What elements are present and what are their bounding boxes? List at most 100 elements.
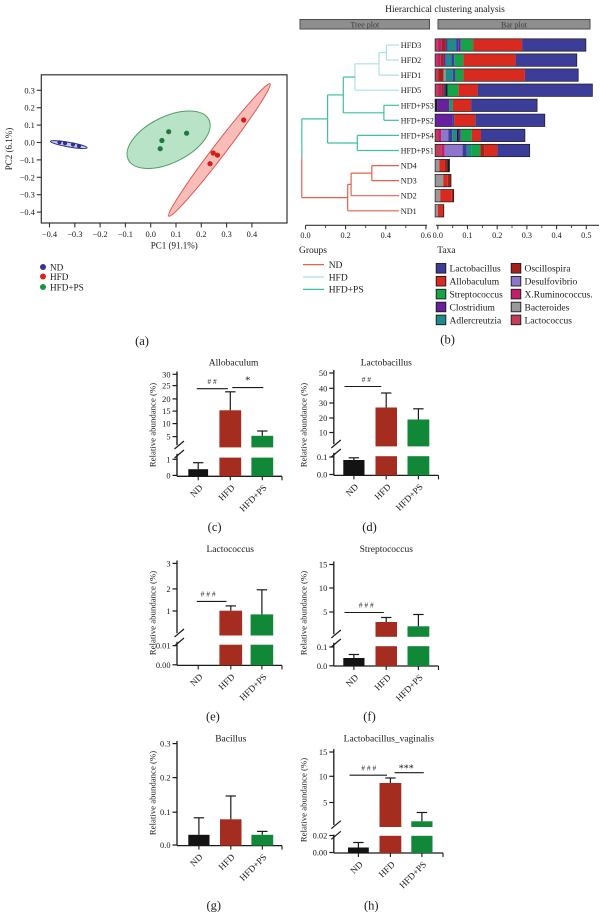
svg-text:(d): (d)	[362, 520, 377, 534]
svg-text:Relative abundance (%): Relative abundance (%)	[148, 751, 158, 836]
svg-text:0.3: 0.3	[160, 740, 170, 749]
svg-text:0.1: 0.1	[317, 643, 327, 652]
svg-text:0.4: 0.4	[247, 230, 258, 239]
svg-text:Desulfovibrio: Desulfovibrio	[525, 277, 578, 288]
svg-text:ND4: ND4	[401, 162, 417, 171]
svg-text:HFD+PS3: HFD+PS3	[401, 101, 434, 110]
svg-text:Relative abundance (%): Relative abundance (%)	[299, 571, 309, 656]
svg-text:0.4: 0.4	[381, 231, 391, 240]
svg-text:ND: ND	[188, 482, 205, 499]
svg-text:0.5: 0.5	[581, 231, 591, 240]
svg-text:30: 30	[319, 399, 327, 408]
svg-text:ND: ND	[348, 859, 365, 876]
svg-text:−0.3: −0.3	[20, 191, 35, 200]
svg-text:# # #: # # #	[361, 764, 376, 773]
svg-text:10: 10	[162, 420, 170, 429]
svg-text:Lactobacillus: Lactobacillus	[450, 265, 501, 275]
svg-text:HFD+PS: HFD+PS	[394, 672, 425, 703]
svg-text:0.0: 0.0	[317, 662, 327, 671]
svg-text:HFD+PS: HFD+PS	[238, 852, 269, 883]
svg-text:HFD+PS: HFD+PS	[238, 672, 269, 703]
svg-text:***: ***	[399, 764, 414, 775]
svg-text:HFD: HFD	[373, 481, 393, 501]
svg-text:Lactobacillus: Lactobacillus	[361, 359, 412, 369]
svg-text:0.0: 0.0	[24, 139, 34, 148]
svg-text:30: 30	[162, 370, 170, 379]
svg-text:HFD+PS: HFD+PS	[50, 282, 84, 292]
svg-text:1: 1	[166, 455, 170, 464]
svg-text:HFD3: HFD3	[401, 41, 421, 50]
svg-text:50: 50	[319, 369, 327, 378]
svg-text:Bar plot: Bar plot	[501, 20, 528, 29]
svg-text:(e): (e)	[206, 709, 220, 723]
svg-text:HFD: HFD	[217, 482, 237, 502]
svg-text:HFD: HFD	[377, 859, 397, 879]
svg-text:HFD+PS: HFD+PS	[394, 482, 425, 513]
svg-text:Clostridium: Clostridium	[450, 303, 496, 313]
svg-text:HFD: HFD	[217, 671, 237, 691]
svg-text:−0.4: −0.4	[42, 230, 58, 239]
svg-text:0.1: 0.1	[317, 453, 327, 462]
svg-text:−0.1: −0.1	[118, 230, 133, 239]
svg-text:5: 5	[166, 433, 170, 442]
svg-text:HFD+PS2: HFD+PS2	[401, 116, 434, 125]
svg-text:Bacillus: Bacillus	[215, 735, 246, 745]
svg-text:ND3: ND3	[401, 177, 417, 186]
svg-text:Lactococcus: Lactococcus	[525, 316, 573, 326]
svg-text:Taxa: Taxa	[437, 246, 456, 256]
svg-text:0.6: 0.6	[421, 231, 431, 240]
svg-text:10: 10	[319, 429, 327, 438]
svg-text:(c): (c)	[208, 520, 222, 534]
svg-text:ND: ND	[188, 852, 205, 869]
svg-text:0.01: 0.01	[156, 642, 171, 651]
svg-text:ND: ND	[188, 671, 205, 688]
svg-text:0.3: 0.3	[522, 231, 532, 240]
svg-text:Streptococcus: Streptococcus	[360, 545, 414, 555]
svg-text:HFD+PS1: HFD+PS1	[401, 147, 434, 156]
svg-text:0.0: 0.0	[317, 471, 327, 480]
svg-text:0.0: 0.0	[160, 841, 170, 850]
svg-text:Lactococcus: Lactococcus	[206, 545, 254, 555]
svg-text:0.3: 0.3	[221, 230, 231, 239]
svg-text:# # #: # # #	[359, 601, 374, 610]
svg-text:*: *	[245, 376, 250, 387]
svg-text:0.00: 0.00	[313, 849, 328, 858]
svg-text:0.1: 0.1	[171, 230, 181, 239]
svg-text:(g): (g)	[207, 899, 222, 913]
svg-text:PC2 (6.1%): PC2 (6.1%)	[4, 128, 14, 171]
svg-text:ND: ND	[344, 672, 361, 689]
svg-text:(b): (b)	[440, 333, 455, 347]
svg-text:(a): (a)	[135, 334, 149, 348]
svg-text:HFD5: HFD5	[401, 86, 421, 95]
svg-text:PC1 (91.1%): PC1 (91.1%)	[151, 241, 198, 251]
svg-text:0.1: 0.1	[24, 121, 34, 130]
svg-text:0.2: 0.2	[24, 104, 34, 113]
svg-text:Lactobacillus_vaginalis: Lactobacillus_vaginalis	[344, 735, 435, 745]
svg-text:5: 5	[323, 799, 327, 808]
svg-text:Adlercreutzia: Adlercreutzia	[450, 316, 502, 326]
svg-text:25: 25	[162, 382, 170, 391]
svg-text:HFD: HFD	[217, 852, 237, 872]
svg-text:0.2: 0.2	[160, 774, 170, 783]
svg-text:HFD+PS: HFD+PS	[397, 859, 428, 890]
svg-text:ND: ND	[344, 481, 361, 498]
svg-text:0.1: 0.1	[462, 231, 472, 240]
svg-text:Relative abundance (%): Relative abundance (%)	[148, 383, 158, 468]
svg-text:# #: # #	[362, 375, 372, 384]
svg-text:−0.2: −0.2	[20, 173, 35, 182]
svg-text:40: 40	[319, 384, 327, 393]
svg-text:HFD1: HFD1	[401, 71, 421, 80]
svg-text:10: 10	[319, 584, 327, 593]
svg-text:ND2: ND2	[401, 192, 417, 201]
svg-text:5: 5	[323, 608, 327, 617]
svg-text:HFD+PS4: HFD+PS4	[401, 131, 434, 140]
svg-text:0.1: 0.1	[160, 808, 170, 817]
svg-text:0.2: 0.2	[196, 230, 206, 239]
svg-text:15: 15	[162, 407, 170, 416]
svg-text:ND1: ND1	[401, 207, 417, 216]
svg-text:0: 0	[166, 471, 170, 480]
svg-text:X.Ruminococcus.: X.Ruminococcus.	[525, 291, 593, 301]
svg-text:ND: ND	[329, 261, 343, 271]
svg-text:0.2: 0.2	[492, 231, 502, 240]
svg-text:0.02: 0.02	[313, 832, 328, 841]
